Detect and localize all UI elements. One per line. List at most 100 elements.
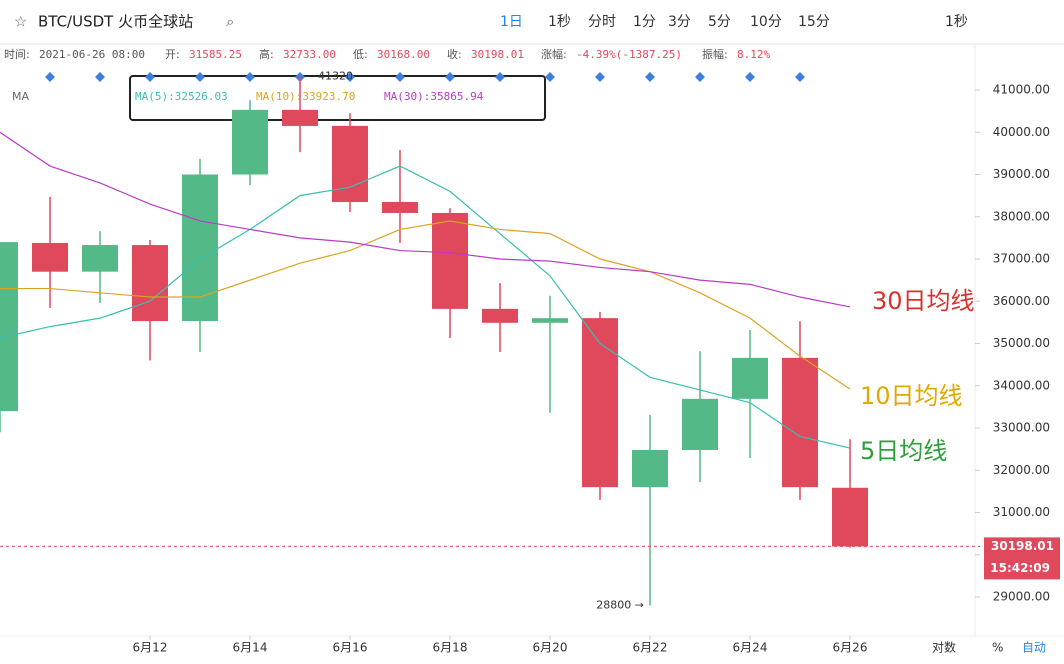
indicator: MA — [12, 90, 29, 103]
x-tick-label: 6月24 — [733, 641, 768, 655]
event-marker — [195, 72, 205, 82]
info-label: 时间: — [4, 48, 30, 61]
ma-line — [0, 131, 851, 308]
candle-body — [232, 109, 268, 175]
interval-right[interactable]: 1秒 — [945, 14, 968, 30]
info-label: 开: — [165, 48, 180, 61]
candle-body — [282, 109, 318, 126]
interval-active[interactable]: 1日 — [500, 14, 523, 30]
price-tag-time: 15:42:09 — [990, 561, 1050, 575]
candle-body — [732, 357, 768, 399]
symbol[interactable]: BTC/USDT 火币全球站 — [38, 13, 193, 31]
candle-body — [332, 125, 368, 202]
candle-body — [382, 201, 418, 213]
interval[interactable]: 1秒 — [548, 14, 571, 30]
annotation: 30日均线 — [872, 287, 975, 315]
annotation: 5日均线 — [860, 437, 947, 465]
info-value: 31585.25 — [189, 48, 242, 61]
candle-body — [582, 318, 618, 488]
price-tag-label: 30198.01 — [991, 539, 1054, 553]
interval[interactable]: 15分 — [798, 14, 830, 30]
x-tick-label: 6月20 — [533, 641, 568, 655]
event-marker — [645, 72, 655, 82]
candle-body — [532, 318, 568, 323]
legend-box — [129, 75, 546, 121]
y-tick-label: 35000.00 — [993, 336, 1050, 350]
event-marker — [445, 72, 455, 82]
info-value: 30198.01 — [471, 48, 524, 61]
interval[interactable]: 3分 — [668, 14, 691, 30]
info-value: 2021-06-26 08:00 — [39, 48, 145, 61]
y-tick-label: 40000.00 — [993, 125, 1050, 139]
star-icon[interactable]: ☆ — [14, 13, 27, 31]
y-tick-label: 34000.00 — [993, 378, 1050, 392]
info-label: 振幅: — [702, 47, 728, 61]
event-marker — [595, 72, 605, 82]
x-tick-label: 6月14 — [233, 641, 268, 655]
y-tick-label: 38000.00 — [993, 209, 1050, 223]
info-label: 低: — [353, 48, 368, 61]
footer-item[interactable]: 对数 — [932, 640, 956, 655]
interval[interactable]: 1分 — [633, 14, 656, 30]
y-tick-label: 39000.00 — [993, 167, 1050, 181]
y-tick-label: 36000.00 — [993, 294, 1050, 308]
interval[interactable]: 5分 — [708, 14, 731, 30]
candle-body — [682, 398, 718, 450]
candle-body — [782, 357, 818, 488]
event-marker — [95, 72, 105, 82]
x-tick-label: 6月16 — [333, 641, 368, 655]
event-marker — [795, 72, 805, 82]
event-marker — [745, 72, 755, 82]
annotation: 10日均线 — [860, 382, 963, 410]
candle-body — [432, 212, 468, 309]
candle-body — [482, 308, 518, 323]
info-value: 32733.00 — [283, 48, 336, 61]
event-marker — [695, 72, 705, 82]
event-marker — [395, 72, 405, 82]
high-label: 41320 — [318, 69, 353, 82]
interval[interactable]: 10分 — [750, 14, 782, 30]
x-tick-label: 6月26 — [833, 641, 868, 655]
candle-body — [632, 449, 668, 488]
y-tick-label: 31000.00 — [993, 505, 1050, 519]
candle-body — [82, 245, 118, 272]
footer-item[interactable]: 自动 — [1022, 641, 1046, 655]
candle-body — [182, 174, 218, 322]
legend-entry: MA(10):33923.70 — [256, 90, 355, 103]
search-icon[interactable]: ⌕ — [226, 13, 234, 31]
candle-body — [32, 242, 68, 272]
event-marker — [545, 72, 555, 82]
y-tick-label: 29000.00 — [993, 590, 1050, 604]
x-tick-label: 6月12 — [133, 641, 168, 655]
y-tick-label: 32000.00 — [993, 463, 1050, 477]
legend-entry: MA(5):32526.03 — [135, 90, 228, 103]
info-value: -4.39%(-1387.25) — [576, 48, 682, 61]
info-label: 收: — [447, 47, 462, 61]
toolbar — [0, 0, 1064, 44]
legend-entry: MA(30):35865.94 — [384, 90, 484, 103]
event-marker — [45, 72, 55, 82]
ma-line — [0, 165, 851, 449]
event-marker — [495, 72, 505, 82]
event-marker — [145, 72, 155, 82]
ma-line — [0, 220, 851, 390]
info-label: 涨幅: — [541, 48, 567, 61]
x-tick-label: 6月18 — [433, 641, 468, 655]
candle-body — [0, 242, 18, 412]
price-tag — [984, 537, 1060, 580]
info-value: 30168.00 — [377, 48, 430, 61]
candle-body — [832, 487, 868, 547]
y-tick-label: 37000.00 — [993, 252, 1050, 266]
y-tick-label: 41000.00 — [993, 83, 1050, 97]
candle-body — [132, 245, 168, 322]
y-tick-label: 33000.00 — [993, 421, 1050, 435]
interval[interactable]: 分时 — [588, 14, 616, 30]
footer-item[interactable]: % — [992, 641, 1003, 655]
x-tick-label: 6月22 — [633, 641, 668, 655]
low-label: 28800 → — [596, 598, 644, 611]
info-value: 8.12% — [737, 48, 770, 61]
info-label: 高: — [259, 47, 274, 61]
event-marker — [245, 72, 255, 82]
